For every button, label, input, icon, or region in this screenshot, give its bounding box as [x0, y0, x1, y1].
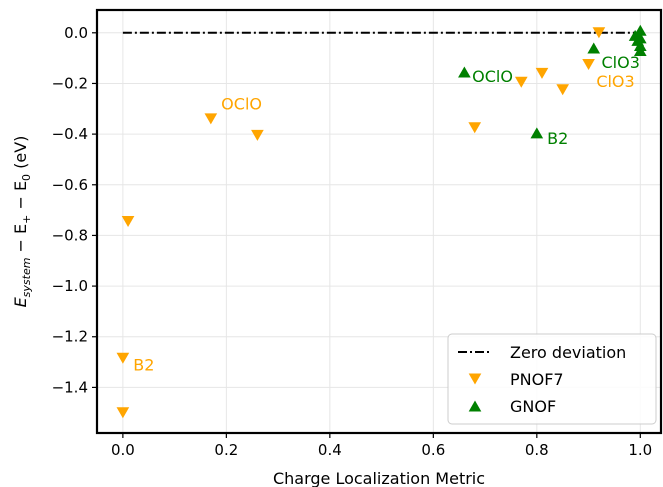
point-annotation: B2: [133, 356, 154, 375]
legend-pnof7-marker: [468, 373, 482, 385]
pnof7-point: [121, 216, 135, 227]
x-tick-label: 0.6: [421, 441, 445, 459]
x-tick-label: 0.8: [525, 441, 549, 459]
gnof-point: [633, 24, 647, 36]
data-points: [116, 24, 647, 419]
x-tick-label: 0.4: [318, 441, 342, 459]
legend-label-zero-deviation: Zero deviation: [510, 343, 626, 362]
x-axis-label: Charge Localization Metric: [273, 469, 485, 487]
legend-label-gnof: GNOF: [510, 397, 556, 416]
legend-label-pnof7: PNOF7: [510, 370, 564, 389]
gnof-point: [633, 45, 647, 57]
pnof7-point: [535, 67, 549, 79]
x-tick-label: 0.2: [214, 441, 238, 459]
ylabel-sub-zero: 0: [20, 174, 33, 181]
point-annotations: OClO B2 ClO3 OClO B2 ClO3: [133, 53, 640, 375]
point-annotation: OClO: [472, 67, 513, 86]
ylabel-sub-system: system: [20, 258, 33, 298]
y-tick-label: −1.4: [52, 378, 88, 396]
y-tick-label: −1.2: [52, 328, 88, 346]
y-axis-label: Esystem − E+ − E0 (eV): [11, 136, 33, 308]
point-annotation: ClO3: [596, 72, 634, 91]
pnof7-point: [116, 352, 130, 364]
ylabel-minus-2: − E: [11, 181, 30, 215]
pnof7-point: [251, 129, 264, 141]
gnof-point: [530, 127, 544, 139]
axis-ticks: 0.0 0.2 0.4 0.6 0.8 1.0 0.0 −0.2 −0.4 −0.6 −0.8 −1.…: [52, 24, 653, 459]
pnof7-point: [556, 84, 570, 96]
x-tick-label: 0.0: [111, 441, 135, 459]
ylabel-main: E: [11, 296, 30, 307]
pnof7-point: [514, 76, 528, 88]
legend: Zero deviation PNOF7 GNOF: [447, 333, 657, 425]
gnof-point: [633, 32, 647, 44]
gnof-point: [458, 66, 471, 78]
y-tick-label: −0.8: [52, 226, 88, 244]
y-tick-label: −0.2: [52, 74, 88, 92]
point-annotation: OClO: [221, 95, 262, 114]
gnof-point: [587, 42, 601, 54]
pnof7-point: [116, 407, 130, 419]
y-tick-label: −0.4: [52, 125, 88, 143]
y-tick-label: −0.6: [52, 176, 88, 194]
pnof7-point: [582, 58, 595, 70]
pnof7-point: [468, 122, 482, 134]
pnof7-point: [592, 27, 606, 39]
x-tick-label: 1.0: [628, 441, 652, 459]
legend-box: [447, 333, 657, 425]
y-tick-label: −1.0: [52, 277, 88, 295]
pnof7-point: [204, 113, 218, 125]
legend-gnof-marker: [468, 400, 482, 412]
ylabel-unit: (eV): [11, 136, 30, 174]
y-tick-label: 0.0: [64, 24, 88, 42]
ylabel-minus-1: − E: [11, 224, 30, 258]
point-annotation: ClO3: [601, 53, 639, 72]
point-annotation: B2: [547, 129, 568, 148]
plot-frame: [95, 8, 663, 435]
ylabel-sub-plus: +: [20, 215, 33, 224]
